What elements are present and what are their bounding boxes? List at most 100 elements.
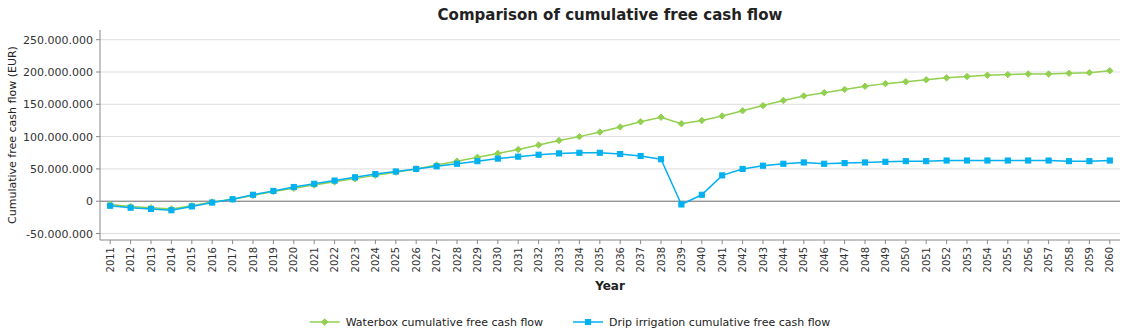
x-tick (803, 240, 804, 244)
grid-line (100, 201, 1120, 202)
series-marker (332, 178, 337, 183)
legend-marker (585, 319, 590, 324)
x-tick (1048, 240, 1049, 244)
x-tick (232, 240, 233, 244)
x-axis-label: Year (594, 279, 625, 293)
x-tick-label: 2048 (860, 247, 871, 272)
y-tick (96, 136, 100, 137)
series-marker (740, 166, 745, 171)
series-marker (576, 133, 582, 139)
x-tick-label: 2011 (105, 247, 116, 272)
series-marker (1087, 159, 1092, 164)
legend-label: Drip irrigation cumulative free cash flo… (609, 316, 830, 329)
x-tick (946, 240, 947, 244)
series-marker (780, 97, 786, 103)
series-marker (210, 200, 215, 205)
y-tick (96, 233, 100, 234)
x-tick (967, 240, 968, 244)
series-marker (638, 153, 643, 158)
series-marker (331, 179, 337, 185)
series-marker (719, 113, 725, 119)
series-marker (1086, 69, 1092, 75)
series-marker (107, 201, 113, 207)
series-marker (862, 83, 868, 89)
x-tick (926, 240, 927, 244)
x-tick-label: 2036 (615, 247, 626, 272)
x-tick (110, 240, 111, 244)
x-tick-label: 2052 (941, 247, 952, 272)
y-tick-label: -50.000.000 (26, 228, 93, 241)
series-marker (169, 208, 174, 213)
x-tick-label: 2054 (982, 247, 993, 272)
x-tick (253, 240, 254, 244)
x-tick (742, 240, 743, 244)
x-tick-label: 2047 (839, 247, 850, 272)
series-marker (556, 137, 562, 143)
x-tick (701, 240, 702, 244)
x-tick-label: 2023 (350, 247, 361, 272)
x-tick (865, 240, 866, 244)
legend-label: Waterbox cumulative free cash flow (346, 316, 543, 329)
x-tick (314, 240, 315, 244)
x-tick-label: 2039 (676, 247, 687, 272)
x-tick-label: 2049 (880, 247, 891, 272)
series-marker (984, 72, 990, 78)
series-marker (1066, 70, 1072, 76)
x-tick (763, 240, 764, 244)
x-tick (457, 240, 458, 244)
series-marker (801, 93, 807, 99)
series-marker (822, 161, 827, 166)
x-tick (824, 240, 825, 244)
series-marker (1005, 158, 1010, 163)
series-marker (1046, 158, 1051, 163)
legend: Waterbox cumulative free cash flow Drip i… (310, 316, 831, 329)
x-tick-label: 2045 (798, 247, 809, 272)
series-marker (985, 158, 990, 163)
x-tick-label: 2043 (758, 247, 769, 272)
grid-line (100, 233, 1120, 234)
series-marker (413, 166, 419, 172)
x-tick-label: 2032 (533, 247, 544, 272)
x-tick-label: 2046 (819, 247, 830, 272)
x-tick (681, 240, 682, 244)
series-marker (189, 203, 195, 209)
x-tick (151, 240, 152, 244)
x-tick-label: 2037 (635, 247, 646, 272)
x-tick (599, 240, 600, 244)
x-tick (661, 240, 662, 244)
x-tick (191, 240, 192, 244)
x-tick (640, 240, 641, 244)
series-marker (699, 192, 704, 197)
series-marker (821, 89, 827, 95)
x-tick (436, 240, 437, 244)
series-marker (801, 160, 806, 165)
x-tick-label: 2038 (656, 247, 667, 272)
series-marker (618, 152, 623, 157)
series-marker (1107, 68, 1113, 74)
series-marker (433, 162, 439, 168)
x-tick-label: 2019 (268, 247, 279, 272)
series-marker (270, 188, 276, 194)
y-tick (96, 72, 100, 73)
series-marker (679, 202, 684, 207)
series-marker (352, 175, 357, 180)
y-tick (96, 201, 100, 202)
x-tick-label: 2058 (1064, 247, 1075, 272)
x-tick-label: 2026 (411, 247, 422, 272)
x-tick-label: 2034 (574, 247, 585, 272)
x-tick (783, 240, 784, 244)
series-marker (209, 199, 215, 205)
x-tick-label: 2053 (962, 247, 973, 272)
series-marker (841, 86, 847, 92)
x-tick-label: 2018 (248, 247, 259, 272)
series-marker (373, 172, 378, 177)
series-marker (637, 119, 643, 125)
grid-line (100, 168, 1120, 169)
x-tick-label: 2057 (1043, 247, 1054, 272)
series-marker (536, 152, 541, 157)
x-tick (885, 240, 886, 244)
x-tick (477, 240, 478, 244)
grid-line (100, 72, 1120, 73)
series-marker (924, 159, 929, 164)
series-marker (352, 175, 358, 181)
